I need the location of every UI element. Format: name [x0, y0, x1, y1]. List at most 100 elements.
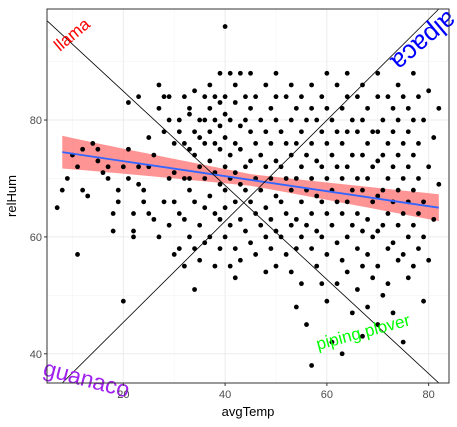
data-point	[370, 129, 376, 135]
data-point	[263, 269, 269, 275]
data-point	[197, 117, 203, 123]
data-point	[395, 222, 401, 228]
trend-line-layer	[62, 151, 439, 209]
data-point	[212, 211, 218, 216]
data-point	[319, 164, 325, 170]
data-point	[334, 281, 340, 287]
data-point	[324, 105, 330, 111]
data-point	[380, 187, 386, 193]
data-point	[344, 129, 350, 135]
data-point	[258, 117, 264, 123]
data-point	[202, 176, 208, 181]
data-point	[436, 181, 442, 187]
y-axis-title: relHum	[4, 175, 19, 217]
data-point	[136, 181, 141, 187]
data-point	[202, 205, 208, 211]
data-point	[329, 117, 335, 123]
data-point	[390, 240, 396, 246]
data-point	[355, 94, 360, 100]
data-point	[232, 275, 238, 281]
data-point	[197, 222, 203, 228]
data-point	[400, 94, 406, 100]
data-point	[156, 82, 162, 88]
data-point	[365, 252, 370, 257]
data-point	[385, 176, 391, 181]
data-point	[237, 70, 243, 76]
data-point	[349, 222, 355, 228]
data-point	[421, 234, 426, 240]
data-point	[355, 129, 360, 135]
data-point	[212, 94, 218, 100]
data-point	[324, 298, 330, 304]
data-point	[217, 123, 223, 129]
confidence-band-area	[62, 135, 439, 222]
data-point	[278, 129, 284, 135]
data-point	[283, 176, 289, 181]
data-point	[360, 187, 365, 193]
data-point	[263, 129, 269, 135]
data-point	[273, 193, 279, 199]
data-point	[344, 70, 350, 76]
data-point	[222, 94, 228, 100]
data-point	[360, 263, 365, 269]
data-point	[288, 117, 294, 123]
data-point	[217, 70, 223, 76]
data-point	[304, 222, 309, 228]
data-point	[273, 94, 279, 100]
data-point	[283, 211, 289, 216]
data-point	[176, 211, 182, 216]
data-point	[288, 82, 294, 88]
data-point	[319, 199, 325, 205]
data-point	[385, 281, 391, 287]
data-point	[232, 246, 238, 251]
data-point	[207, 82, 213, 88]
data-point	[243, 228, 248, 234]
data-point	[131, 228, 136, 234]
data-point	[181, 176, 187, 181]
data-point	[319, 129, 325, 135]
data-point	[288, 269, 294, 275]
data-point	[426, 164, 432, 170]
data-point	[370, 164, 376, 170]
x-axis-ticks: 20 40 60 80	[117, 383, 435, 401]
data-point	[268, 246, 274, 251]
data-point	[120, 298, 126, 304]
data-point	[171, 141, 177, 146]
data-point	[375, 158, 381, 164]
data-point	[248, 240, 253, 246]
data-point	[115, 199, 121, 205]
data-point	[288, 187, 294, 193]
data-point	[131, 211, 136, 216]
data-point	[126, 146, 131, 152]
data-point	[273, 263, 279, 269]
data-point	[299, 234, 304, 240]
data-point	[212, 141, 218, 146]
data-point	[410, 152, 416, 158]
data-point	[105, 176, 111, 181]
data-point	[375, 228, 381, 234]
data-point	[227, 263, 233, 269]
data-point	[365, 141, 370, 146]
data-point	[309, 211, 315, 216]
data-point	[324, 252, 330, 257]
data-point	[227, 117, 233, 123]
data-point	[426, 257, 432, 263]
data-point	[217, 246, 223, 251]
data-point	[304, 117, 309, 123]
data-point	[405, 129, 411, 135]
data-point	[314, 228, 320, 234]
data-point	[395, 257, 401, 263]
data-point	[141, 187, 147, 193]
data-point	[187, 105, 192, 111]
data-point	[212, 117, 218, 123]
data-point	[217, 146, 223, 152]
data-point	[192, 199, 197, 205]
points-layer	[54, 24, 442, 368]
data-point	[314, 117, 320, 123]
data-point	[319, 234, 325, 240]
data-point	[365, 216, 370, 222]
data-point	[222, 111, 228, 117]
data-point	[268, 176, 274, 181]
data-point	[339, 351, 345, 357]
data-point	[156, 105, 162, 111]
